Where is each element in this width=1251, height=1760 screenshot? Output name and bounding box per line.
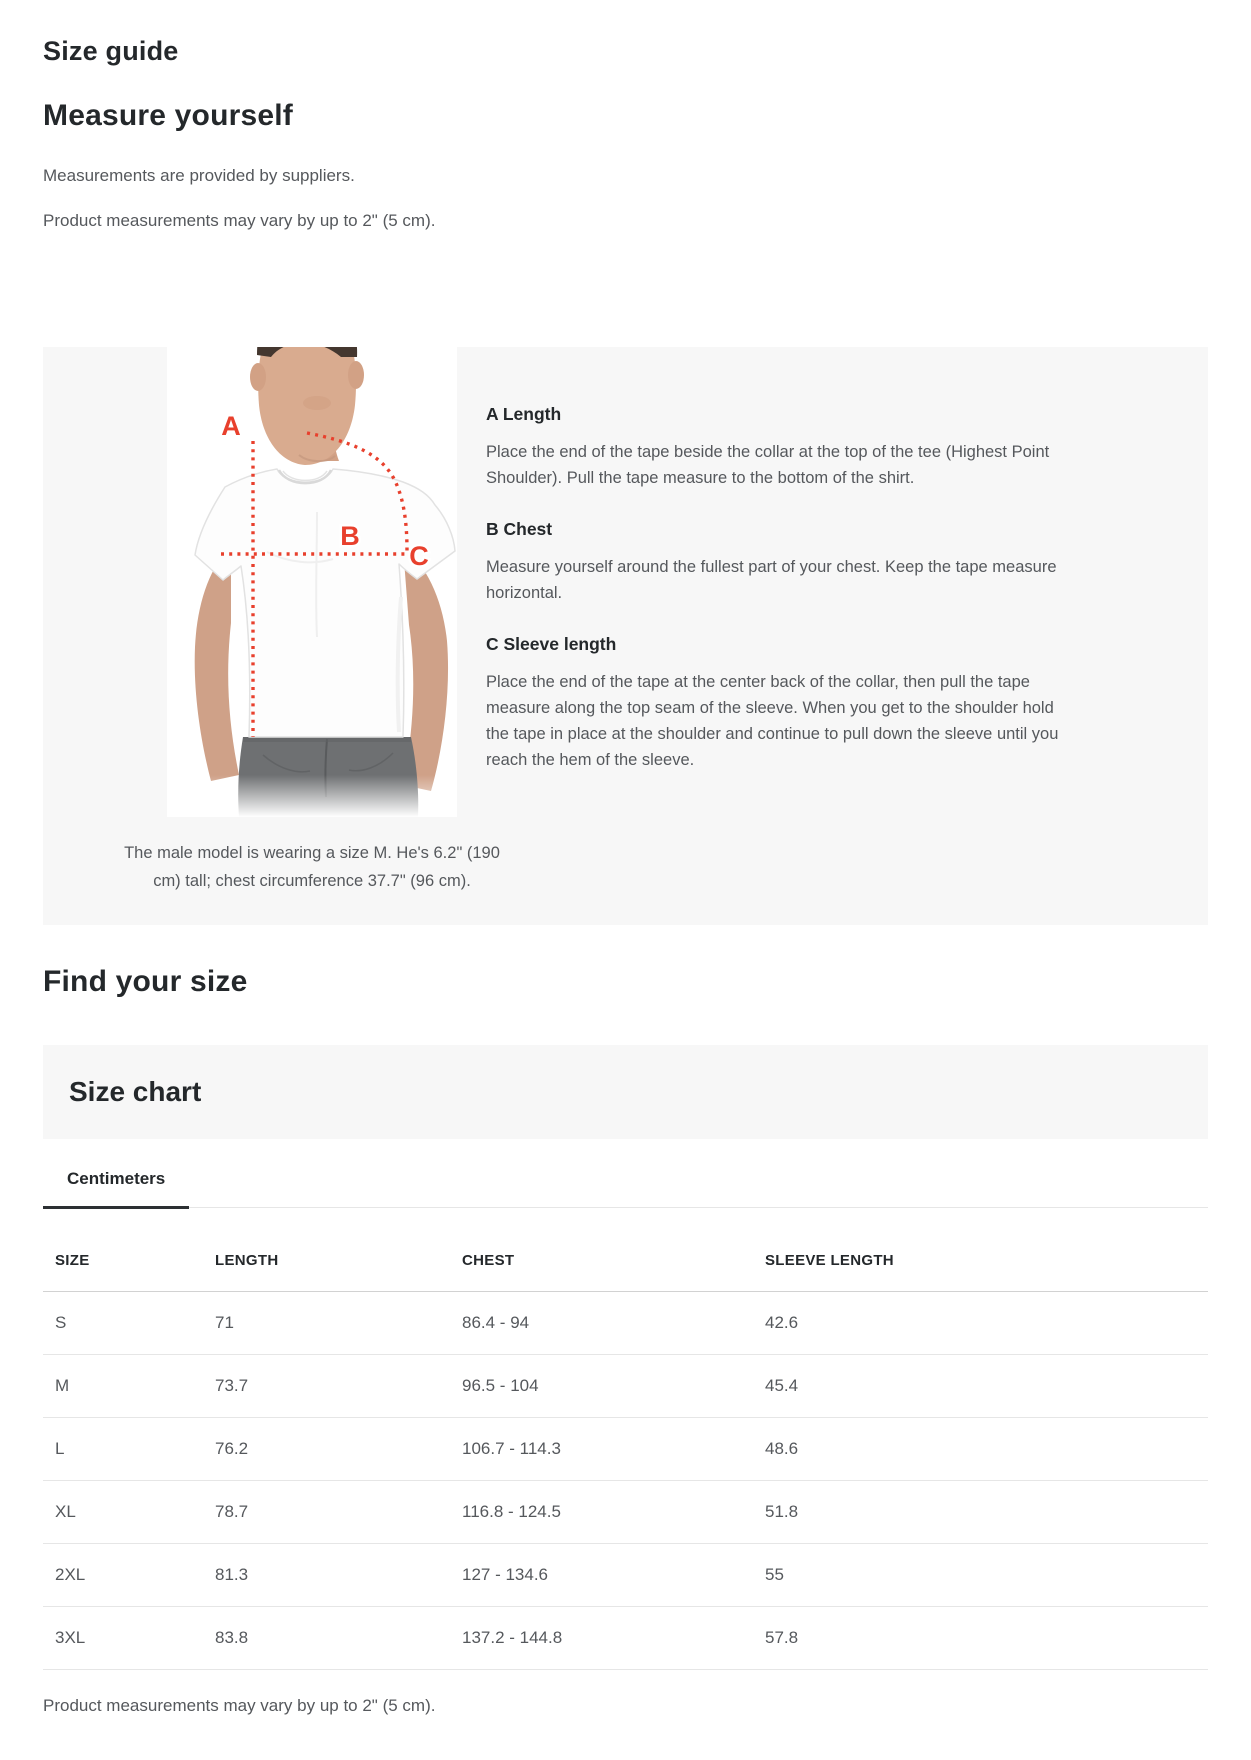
left-arm (194, 547, 239, 781)
table-header-row: SIZE LENGTH CHEST SLEEVE LENGTH (43, 1222, 1208, 1292)
size-chart-footnote: Product measurements may vary by up to 2… (43, 1696, 436, 1715)
col-header-chest: CHEST (462, 1222, 765, 1292)
table-row: M 73.7 96.5 - 104 45.4 (43, 1354, 1208, 1418)
marker-b-label: B (340, 521, 360, 551)
cell-length: 71 (215, 1291, 462, 1355)
model-figure-column: A B C The male model is wearing a size M… (43, 347, 500, 925)
right-arm (403, 547, 449, 791)
measure-yourself-heading: Measure yourself (43, 99, 293, 132)
cell-size: 3XL (43, 1606, 215, 1670)
left-ear (250, 363, 266, 391)
cell-sleeve-length: 55 (765, 1543, 1208, 1607)
suppliers-note: Measurements are provided by suppliers. (43, 166, 355, 185)
cell-sleeve-length: 51.8 (765, 1480, 1208, 1544)
cell-size: 2XL (43, 1543, 215, 1607)
table-row: S 71 86.4 - 94 42.6 (43, 1291, 1208, 1355)
cell-length: 76.2 (215, 1417, 462, 1481)
model-caption: The male model is wearing a size M. He's… (124, 844, 500, 890)
cell-sleeve-length: 42.6 (765, 1291, 1208, 1355)
measure-item-a-heading: A Length (486, 404, 562, 424)
collar (277, 469, 333, 485)
table-row: L 76.2 106.7 - 114.3 48.6 (43, 1417, 1208, 1481)
cell-chest: 137.2 - 144.8 (462, 1606, 765, 1670)
col-header-sleeve-length: SLEEVE LENGTH (765, 1222, 1208, 1292)
cell-chest: 127 - 134.6 (462, 1543, 765, 1607)
col-header-size: SIZE (43, 1222, 215, 1292)
hair (257, 347, 358, 357)
cell-size: S (43, 1291, 215, 1355)
unit-tabs: Centimeters (43, 1139, 1208, 1209)
size-chart-section: Size chart Centimeters SIZE LENGTH CHEST… (43, 1045, 1208, 1716)
right-ear (348, 361, 364, 389)
measure-item-c-heading: C Sleeve length (486, 634, 617, 654)
cell-size: M (43, 1354, 215, 1418)
model-illustration: A B C (167, 347, 457, 817)
size-chart-heading: Size chart (69, 1076, 202, 1107)
tab-centimeters[interactable]: Centimeters (43, 1169, 190, 1209)
cell-size: L (43, 1417, 215, 1481)
model-photo: A B C (167, 347, 457, 817)
table-row: XL 78.7 116.8 - 124.5 51.8 (43, 1480, 1208, 1544)
cell-length: 73.7 (215, 1354, 462, 1418)
find-your-size-heading: Find your size (43, 965, 248, 998)
cell-length: 83.8 (215, 1606, 462, 1670)
measure-item-b-heading: B Chest (486, 519, 553, 539)
size-table: SIZE LENGTH CHEST SLEEVE LENGTH S 71 86.… (43, 1222, 1208, 1670)
measurement-descriptions: A Length Place the end of the tape besid… (486, 347, 1061, 925)
cell-length: 78.7 (215, 1480, 462, 1544)
cell-sleeve-length: 57.8 (765, 1606, 1208, 1670)
marker-a-label: A (221, 411, 241, 441)
cell-sleeve-length: 48.6 (765, 1417, 1208, 1481)
table-row: 2XL 81.3 127 - 134.6 55 (43, 1543, 1208, 1607)
variance-note: Product measurements may vary by up to 2… (43, 211, 436, 230)
measure-item-a-text: Place the end of the tape beside the col… (486, 443, 1050, 487)
guide-line-c (306, 431, 409, 552)
measure-item-c-text: Place the end of the tape at the center … (486, 673, 1059, 769)
size-chart-header-band: Size chart (43, 1045, 1208, 1139)
cell-chest: 96.5 - 104 (462, 1354, 765, 1418)
measure-panel: A B C The male model is wearing a size M… (43, 347, 1208, 925)
cell-size: XL (43, 1480, 215, 1544)
cell-length: 81.3 (215, 1543, 462, 1607)
col-header-length: LENGTH (215, 1222, 462, 1292)
cell-chest: 86.4 - 94 (462, 1291, 765, 1355)
cell-chest: 116.8 - 124.5 (462, 1480, 765, 1544)
cell-sleeve-length: 45.4 (765, 1354, 1208, 1418)
cell-chest: 106.7 - 114.3 (462, 1417, 765, 1481)
table-row: 3XL 83.8 137.2 - 144.8 57.8 (43, 1606, 1208, 1670)
marker-c-label: C (409, 541, 429, 571)
page-title: Size guide (43, 36, 179, 66)
measure-item-b-text: Measure yourself around the fullest part… (486, 558, 1057, 602)
